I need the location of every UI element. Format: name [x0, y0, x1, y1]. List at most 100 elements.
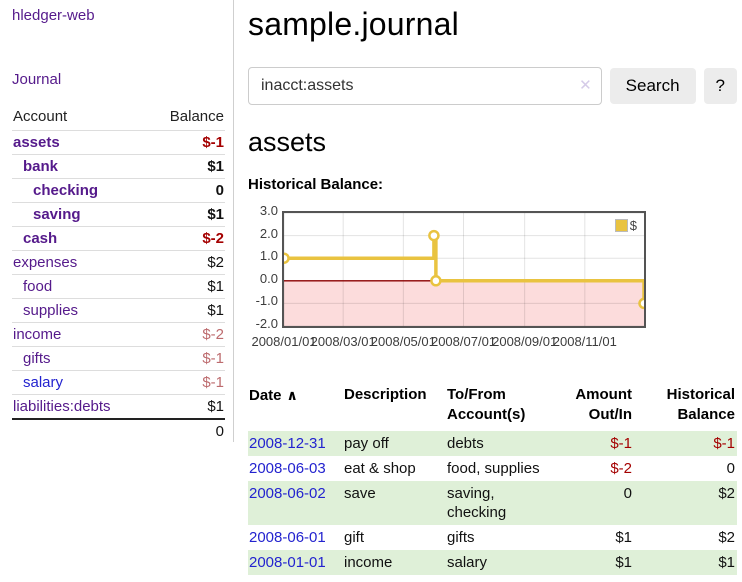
search-form: ✕ Search ? [248, 67, 737, 105]
account-balance: 0 [215, 182, 224, 199]
clear-search-icon[interactable]: ✕ [579, 77, 592, 94]
brand-link[interactable]: hledger-web [12, 7, 95, 24]
transaction-amount: $1 [615, 529, 632, 546]
account-balance: $-1 [202, 374, 224, 391]
transaction-description: eat & shop [344, 460, 416, 477]
transaction-date-link[interactable]: 2008-06-03 [249, 460, 326, 477]
account-link-food[interactable]: food [23, 278, 53, 295]
transaction-date-link[interactable]: 2008-06-02 [249, 485, 326, 502]
chart-legend: $ [611, 217, 640, 234]
accounts-table: Account Balance assets $-1 bank $1 checking 0… [12, 106, 225, 442]
account-link-income[interactable]: income [13, 326, 62, 343]
search-input[interactable] [248, 67, 602, 105]
search-button[interactable]: Search [609, 68, 696, 104]
transaction-accounts: food, supplies [447, 460, 540, 477]
register-header-date[interactable]: Date ∧ [249, 387, 298, 404]
transaction-date-link[interactable]: 2008-12-31 [249, 435, 326, 452]
x-axis-tick-label: 2008/01/01 [251, 334, 317, 349]
y-axis-tick-label: 3.0 [259, 203, 278, 218]
transaction-accounts: gifts [447, 529, 475, 546]
page-title: sample.journal [248, 6, 459, 42]
account-link-assets[interactable]: assets [13, 134, 60, 151]
x-axis-tick-label: 2008/07/01 [430, 334, 497, 349]
legend-swatch-icon [614, 219, 628, 232]
account-row: salary $-1 [12, 370, 225, 394]
account-balance: $-1 [202, 350, 224, 367]
accounts-list: assets $-1 bank $1 checking 0 saving $1 cash $-2 e… [12, 130, 225, 418]
x-axis-tick-label: 2008/05/01 [370, 334, 436, 349]
transaction-balance: 0 [726, 460, 735, 477]
account-balance: $-1 [202, 134, 224, 151]
register-header-description: Description [344, 386, 427, 403]
transaction-balance: $1 [718, 554, 735, 571]
x-axis-tick-label: 2008/03/01 [310, 334, 376, 349]
account-balance: $1 [207, 278, 224, 295]
account-row: checking 0 [12, 178, 225, 202]
account-row: expenses $2 [12, 250, 225, 274]
register-table: Date ∧ Description To/From Account(s) Amo… [248, 381, 737, 575]
account-row: cash $-2 [12, 226, 225, 250]
transaction-accounts: debts [447, 435, 484, 452]
transaction-amount: $-2 [610, 460, 632, 477]
register-header-accounts: To/From Account(s) [447, 386, 526, 423]
account-balance: $-2 [202, 326, 224, 343]
balance-column-header: Balance [169, 108, 224, 125]
account-link-cash[interactable]: cash [23, 230, 58, 247]
account-link-salary[interactable]: salary [23, 374, 64, 391]
account-heading: assets [248, 127, 327, 157]
transaction-accounts: saving, checking [447, 485, 507, 521]
account-row: food $1 [12, 274, 225, 298]
accounts-total-row: 0 [12, 418, 225, 442]
sidebar-divider [233, 0, 234, 442]
transaction-balance: $-1 [713, 435, 735, 452]
account-link-supplies[interactable]: supplies [23, 302, 79, 319]
accounts-table-header: Account Balance [12, 106, 225, 130]
transaction-description: gift [344, 529, 365, 546]
account-link-expenses[interactable]: expenses [13, 254, 78, 271]
x-axis-tick-label: 2008/09/01 [492, 334, 558, 349]
transaction-description: income [344, 554, 393, 571]
register-header-balance: Historical Balance [666, 386, 735, 423]
chart-plot-area: $ [282, 211, 646, 328]
account-balance: $1 [207, 398, 224, 415]
chart-title: Historical Balance: [248, 176, 384, 193]
y-axis-tick-label: 0.0 [259, 270, 278, 286]
account-link-saving[interactable]: saving [33, 206, 81, 223]
table-row: 2008-12-31 pay off debts $-1 $-1 [248, 431, 737, 456]
transaction-date-link[interactable]: 2008-01-01 [249, 554, 326, 571]
account-balance: $1 [207, 206, 224, 223]
transaction-description: pay off [344, 435, 389, 452]
account-link-liabilities-debts[interactable]: liabilities:debts [13, 398, 111, 415]
help-button[interactable]: ? [703, 68, 737, 104]
transaction-amount: $1 [615, 554, 632, 571]
legend-label: $ [629, 218, 637, 233]
table-row: 2008-01-01 income salary $1 $1 [248, 550, 737, 575]
account-column-header: Account [13, 108, 68, 125]
account-link-checking[interactable]: checking [33, 182, 99, 199]
register-header-amount: Amount Out/In [575, 386, 632, 423]
account-row: assets $-1 [12, 130, 225, 154]
table-row: 2008-06-02 save saving, checking 0 $2 [248, 481, 737, 525]
main-content: sample.journal ✕ Search ? assets Histori… [234, 0, 742, 575]
account-row: bank $1 [12, 154, 225, 178]
account-row: saving $1 [12, 202, 225, 226]
table-row: 2008-06-03 eat & shop food, supplies $-2 0 [248, 456, 737, 481]
sidebar-item-journal[interactable]: Journal [12, 71, 62, 88]
account-row: income $-2 [12, 322, 225, 346]
account-balance: $1 [207, 158, 224, 175]
x-axis-tick-label: 2008/11/01 [552, 334, 617, 349]
sort-ascending-icon: ∧ [286, 387, 298, 403]
transaction-balance: $2 [718, 485, 735, 502]
account-link-bank[interactable]: bank [23, 158, 59, 175]
table-row: 2008-06-01 gift gifts $1 $2 [248, 525, 737, 550]
account-balance: $-2 [202, 230, 224, 247]
account-link-gifts[interactable]: gifts [23, 350, 51, 367]
historical-balance-chart: $3.0 2.0 1.0 0.0 -1.0 -2.0 2008/01/01 2008/03/0… [248, 203, 737, 363]
transaction-description: save [344, 485, 376, 502]
y-axis-tick-label: 2.0 [259, 225, 278, 241]
account-row: supplies $1 [12, 298, 225, 322]
transaction-date-link[interactable]: 2008-06-01 [249, 529, 326, 546]
account-balance: $2 [207, 254, 224, 271]
y-axis-tick-label: 1.0 [259, 248, 278, 264]
account-balance: $1 [207, 302, 224, 319]
